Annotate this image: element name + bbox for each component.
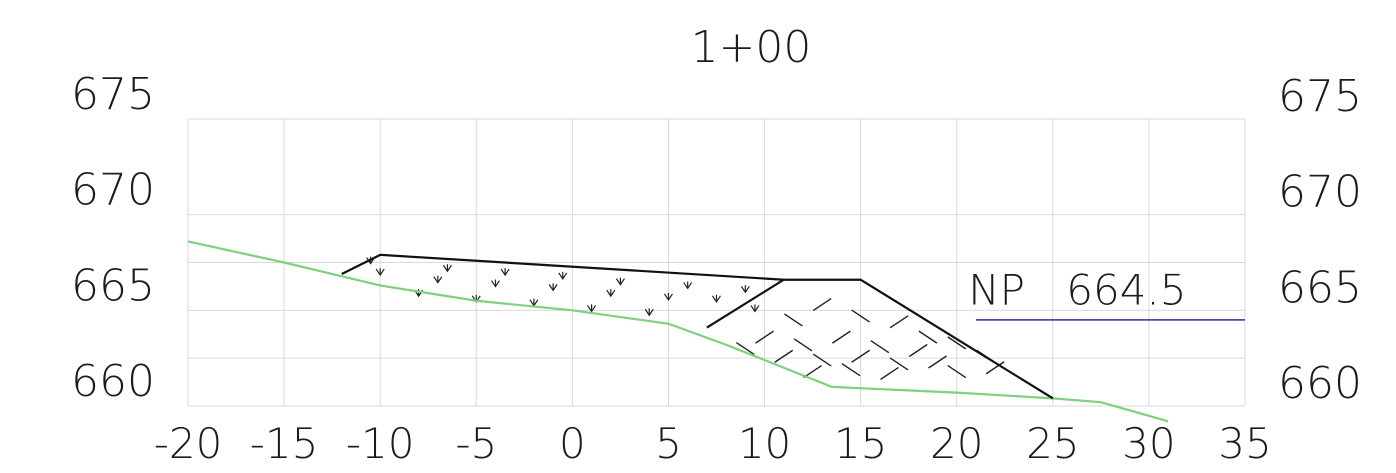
riprap-hatch-mark	[832, 330, 851, 344]
riprap-hatch-mark	[803, 364, 822, 379]
x-tick-label: -20	[154, 419, 223, 468]
earth-hatch-mark	[615, 277, 625, 286]
series-fill-section	[341, 253, 1054, 400]
riprap-hatch-mark	[851, 349, 871, 363]
riprap-hatch-mark	[783, 313, 803, 327]
riprap-hatch-mark	[812, 298, 832, 312]
grid	[187, 118, 1246, 407]
riprap-hatch-mark	[774, 349, 794, 363]
earth-hatch-mark	[683, 281, 693, 290]
series-benched-face	[706, 278, 785, 329]
riprap-hatch-mark	[793, 338, 813, 352]
earth-hatch-mark	[587, 304, 597, 313]
earth-hatch-mark	[375, 268, 385, 277]
riprap-hatch-mark	[735, 342, 755, 356]
riprap-hatch-mark	[851, 309, 871, 323]
chart-title: 1+00	[691, 22, 812, 73]
x-tick-label: -15	[250, 419, 319, 468]
riprap-hatch-mark	[918, 330, 938, 344]
y-tick-label-right: 660	[1278, 358, 1362, 409]
riprap-hatch-mark	[947, 364, 967, 379]
earth-hatch-mark	[606, 289, 616, 298]
y-tick-label-left: 675	[71, 69, 155, 120]
y-tick-label-right: 670	[1278, 167, 1362, 218]
series-lines	[187, 240, 1245, 423]
axis-labels: -20 -15 -10 -5 0 5 10 15 20 25 30 35 675 670 665 660 675…	[71, 69, 1362, 468]
x-tick-label: 15	[834, 419, 887, 468]
earth-hatch-mark	[442, 264, 452, 273]
x-tick-label: 20	[930, 419, 983, 468]
riprap-hatch-mark	[947, 336, 967, 350]
normal-pool-label: NP	[968, 265, 1025, 314]
fill-hatching	[366, 256, 1005, 381]
earth-hatch-mark	[750, 304, 760, 313]
riprap-hatch-mark	[880, 366, 899, 381]
riprap-hatch-mark	[889, 357, 909, 371]
x-tick-label: -5	[455, 419, 497, 468]
riprap-hatch-mark	[870, 340, 890, 354]
riprap-hatch-mark	[889, 315, 909, 329]
y-tick-label-right: 665	[1278, 262, 1362, 313]
earth-hatch-mark	[663, 292, 673, 302]
earth-hatch-mark	[644, 308, 654, 317]
earth-hatch-mark	[548, 283, 558, 292]
x-tick-label: 10	[738, 419, 791, 468]
y-tick-label-left: 665	[71, 260, 155, 311]
earth-hatch-mark	[490, 279, 500, 288]
x-tick-label: 5	[655, 419, 682, 468]
earth-hatch-mark	[433, 275, 443, 284]
x-tick-label: 0	[559, 419, 586, 468]
riprap-hatch-mark	[908, 343, 928, 358]
riprap-hatch-mark	[755, 330, 774, 344]
earth-hatch-mark	[500, 268, 510, 277]
x-tick-label: -10	[346, 419, 415, 468]
normal-pool-elevation-label: 664.5	[1066, 265, 1186, 314]
y-tick-label-right: 675	[1278, 71, 1362, 122]
x-tick-label: 35	[1218, 419, 1271, 468]
y-tick-label-left: 670	[71, 165, 155, 216]
riprap-hatch-mark	[841, 363, 861, 377]
riprap-hatch-mark	[812, 353, 832, 367]
x-tick-label: 25	[1026, 419, 1079, 468]
earth-hatch-mark	[529, 298, 539, 307]
earth-hatch-mark	[740, 285, 750, 294]
x-tick-label: 30	[1122, 419, 1175, 468]
y-tick-label-left: 660	[71, 356, 155, 407]
earth-hatch-mark	[712, 294, 721, 303]
riprap-hatch-mark	[928, 355, 947, 369]
riprap-hatch-mark	[985, 361, 1005, 375]
earth-hatch-mark	[558, 271, 568, 280]
